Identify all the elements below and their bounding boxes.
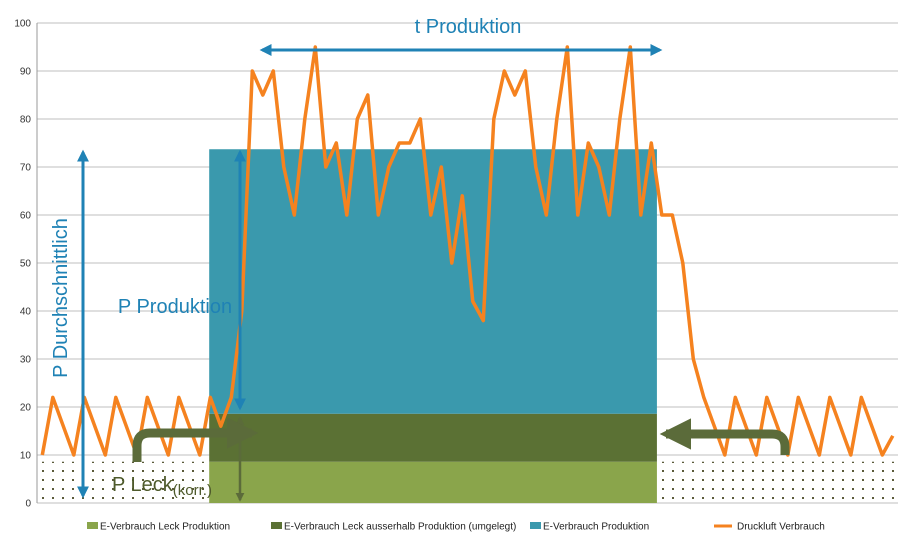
- y-tick-label: 80: [20, 115, 32, 126]
- legend-swatch: [271, 522, 282, 529]
- y-tick-label: 0: [25, 499, 31, 510]
- band-1: [209, 413, 657, 462]
- p-durchschnittlich-label: P Durchschnittlich: [50, 218, 72, 378]
- series-line-0: [40, 45, 895, 457]
- y-tick-label: 50: [20, 259, 32, 270]
- y-tick-label: 70: [20, 163, 32, 174]
- y-tick-label: 10: [20, 451, 32, 462]
- legend-label: E-Verbrauch Leck ausserhalb Produktion (…: [284, 522, 516, 533]
- y-tick-label: 20: [20, 403, 32, 414]
- y-tick-labels: 0 10 20 30 40 50 60 70 80 90 100: [14, 19, 31, 510]
- legend-swatch: [530, 522, 541, 529]
- y-tick-label: 60: [20, 211, 32, 222]
- band-2: [209, 149, 657, 414]
- p-produktion-label: P Produktion: [118, 296, 232, 318]
- leak-dotted-area-left: [37, 461, 210, 503]
- y-tick-label: 30: [20, 355, 32, 366]
- y-tick-label: 90: [20, 67, 32, 78]
- legend-label: Druckluft Verbrauch: [737, 522, 825, 533]
- legend-swatch: [87, 522, 98, 529]
- legend-label: E-Verbrauch Leck Produktion: [100, 522, 230, 533]
- y-tick-label: 100: [14, 19, 31, 30]
- p-leck-sub: (korr.): [173, 482, 212, 499]
- band-0: [209, 461, 657, 503]
- y-tick-label: 40: [20, 307, 32, 318]
- p-leck-main: P Leck: [112, 474, 174, 496]
- druckluft-line-group: [40, 45, 895, 457]
- legend-label: E-Verbrauch Produktion: [543, 522, 649, 533]
- leak-shift-arrow-left: [132, 417, 259, 462]
- p-leck-label: P Leck(korr.): [112, 474, 212, 499]
- leak-dotted-area-right: [656, 461, 898, 503]
- leak-shift-arrow-right: [659, 418, 790, 455]
- legend: E-Verbrauch Leck Produktion E-Verbrauch L…: [87, 522, 825, 533]
- t-produktion-label: t Produktion: [415, 16, 522, 38]
